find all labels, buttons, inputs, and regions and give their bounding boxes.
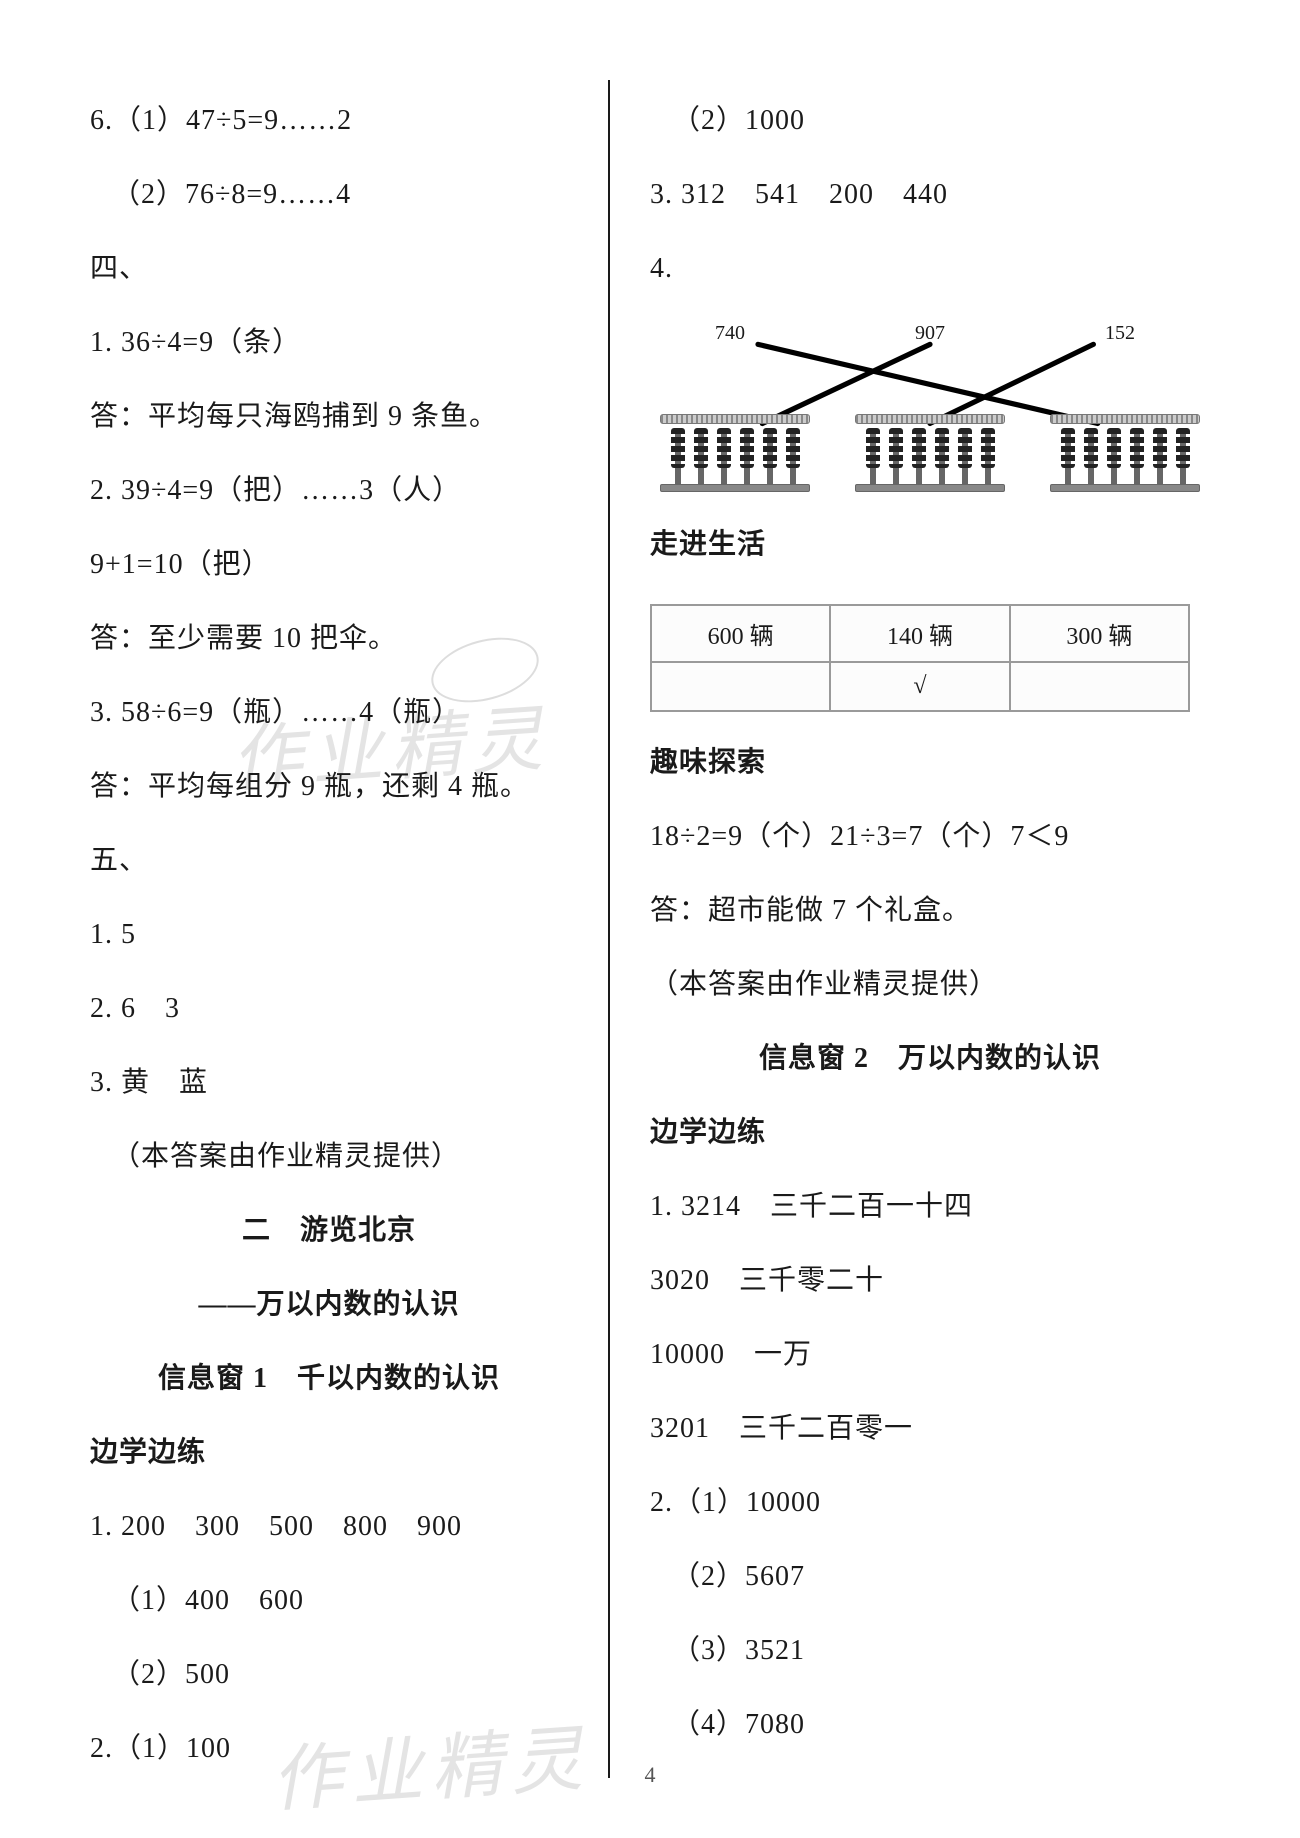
life-table: 600 辆 140 辆 300 辆 √ [650, 604, 1190, 712]
answer-line: （2）500 [90, 1654, 568, 1696]
abacus-icon [1050, 414, 1200, 494]
credit-line: （本答案由作业精灵提供） [90, 1136, 568, 1178]
answer-line: 1. 36÷4=9（条） [90, 322, 568, 364]
left-column: 6.（1）47÷5=9……2 （2）76÷8=9……4 四、 1. 36÷4=9… [90, 100, 608, 1778]
table-cell: 140 辆 [830, 605, 1009, 662]
answer-line: 3. 312 541 200 440 [650, 174, 1210, 216]
right-column: （2）1000 3. 312 541 200 440 4. 740907152 … [610, 100, 1210, 1778]
abacus-top-label: 907 [900, 322, 960, 345]
answer-line: 1. 3214 三千二百一十四 [650, 1186, 1210, 1228]
chapter-heading: 二 游览北京 [90, 1210, 568, 1252]
answer-line: （2）1000 [650, 100, 1210, 142]
answer-line: （3）3521 [650, 1630, 1210, 1672]
answer-line: 2. 39÷4=9（把）……3（人） [90, 470, 568, 512]
answer-line: 答：平均每只海鸥捕到 9 条鱼。 [90, 396, 568, 438]
answer-line: （2）5607 [650, 1556, 1210, 1598]
section-marker: 四、 [90, 248, 568, 290]
answer-line: （2）76÷8=9……4 [90, 174, 568, 216]
answer-line: 3. 58÷6=9（瓶）……4（瓶） [90, 692, 568, 734]
abacus-matching-diagram: 740 907 152 [650, 322, 1210, 494]
subsection-heading: 边学边练 [650, 1112, 1210, 1154]
subsection-heading: 边学边练 [90, 1432, 568, 1474]
answer-line: 答：超市能做 7 个礼盒。 [650, 890, 1210, 932]
answer-line: （1）400 600 [90, 1580, 568, 1622]
credit-line: （本答案由作业精灵提供） [650, 964, 1210, 1006]
table-cell [1010, 662, 1189, 711]
section-heading: 趣味探索 [650, 742, 1210, 784]
table-cell [651, 662, 830, 711]
answer-line: 4. [650, 248, 1210, 290]
abacus-top-label: 152 [1090, 322, 1150, 345]
chapter-subheading: ——万以内数的认识 [90, 1284, 568, 1326]
abacus-icon [855, 414, 1005, 494]
answer-line: 2.（1）100 [90, 1728, 568, 1770]
table-row: 600 辆 140 辆 300 辆 [651, 605, 1189, 662]
page-container: 6.（1）47÷5=9……2 （2）76÷8=9……4 四、 1. 36÷4=9… [0, 0, 1300, 1838]
answer-line: 答：平均每组分 9 瓶，还剩 4 瓶。 [90, 766, 568, 808]
answer-line: 3020 三千零二十 [650, 1260, 1210, 1302]
answer-line: 3201 三千二百零一 [650, 1408, 1210, 1450]
answer-line: 1. 200 300 500 800 900 [90, 1506, 568, 1548]
section-heading: 走进生活 [650, 524, 1210, 566]
answer-line: 1. 5 [90, 914, 568, 956]
section-heading: 信息窗 2 万以内数的认识 [650, 1038, 1210, 1080]
abacus-icon [660, 414, 810, 494]
table-cell: √ [830, 662, 1009, 711]
table-cell: 600 辆 [651, 605, 830, 662]
answer-line: 10000 一万 [650, 1334, 1210, 1376]
answer-line: 9+1=10（把） [90, 544, 568, 586]
section-marker: 五、 [90, 840, 568, 882]
answer-line: 2.（1）10000 [650, 1482, 1210, 1524]
section-heading: 信息窗 1 千以内数的认识 [90, 1358, 568, 1400]
answer-line: 3. 黄 蓝 [90, 1062, 568, 1104]
table-cell: 300 辆 [1010, 605, 1189, 662]
answer-line: 2. 6 3 [90, 988, 568, 1030]
answer-line: 18÷2=9（个）21÷3=7（个）7＜9 [650, 816, 1210, 858]
answer-line: 答：至少需要 10 把伞。 [90, 618, 568, 660]
table-row: √ [651, 662, 1189, 711]
abacus-top-label: 740 [700, 322, 760, 345]
answer-line: 6.（1）47÷5=9……2 [90, 100, 568, 142]
answer-line: （4）7080 [650, 1704, 1210, 1746]
